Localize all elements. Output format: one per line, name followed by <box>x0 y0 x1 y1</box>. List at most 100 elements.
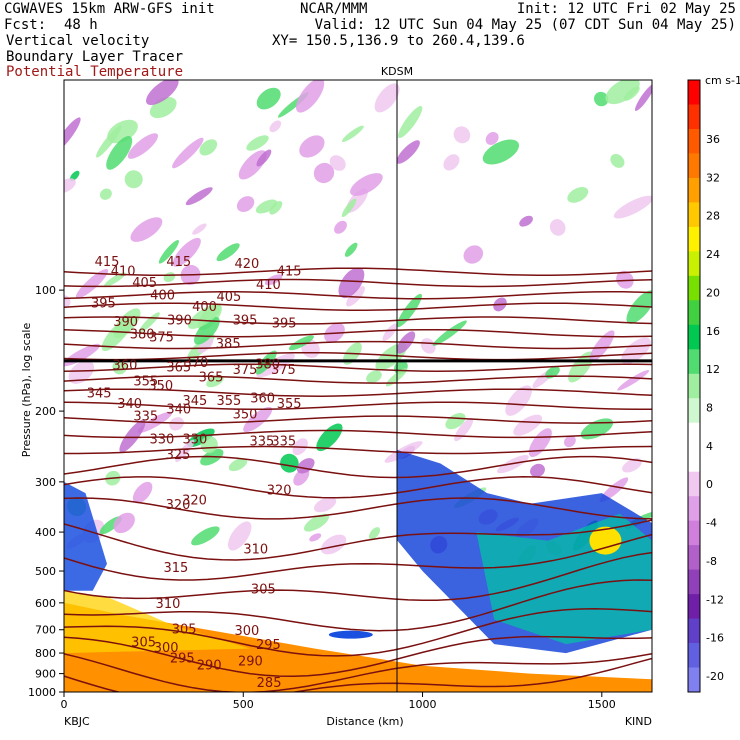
velocity-cell <box>191 526 220 546</box>
velocity-cell <box>172 137 204 169</box>
theta-label: 405 <box>132 276 157 291</box>
theta-contour <box>64 388 652 397</box>
velocity-cell <box>158 240 179 264</box>
theta-label: 330 <box>182 432 207 447</box>
theta-label: 285 <box>257 676 282 691</box>
theta-label: 300 <box>234 624 259 639</box>
velocity-cell <box>75 269 109 299</box>
velocity-cell <box>530 463 545 478</box>
velocity-cell <box>528 428 552 457</box>
theta-label: 335 <box>249 434 274 449</box>
velocity-cell <box>256 149 272 167</box>
velocity-cell <box>106 136 133 170</box>
axes: 0 500 1000 1500 100 200 300 400 500 600 700 800 900 1… <box>28 284 616 711</box>
theta-contour <box>64 375 652 384</box>
colorbar-swatch <box>688 349 700 375</box>
x-axis-label: Distance (km) <box>326 715 403 728</box>
theta-label: 395 <box>233 313 258 328</box>
y-tick-label: 200 <box>35 405 56 418</box>
colorbar-swatch <box>688 324 700 350</box>
theta-contour <box>64 635 652 678</box>
theta-label: 400 <box>192 300 217 315</box>
velocity-cell <box>396 140 420 164</box>
velocity-cell <box>187 304 221 329</box>
tracer-yellow-core <box>589 526 622 555</box>
x-tick-label: 1000 <box>409 698 437 711</box>
theta-label: 330 <box>149 432 174 447</box>
colorbar-swatch <box>688 520 700 546</box>
velocity-cell <box>192 223 207 235</box>
velocity-cell <box>313 162 335 184</box>
velocity-cell <box>185 187 213 206</box>
colorbar-swatch <box>688 447 700 473</box>
velocity-cell <box>599 477 629 502</box>
theta-contour <box>64 551 652 602</box>
theta-label: 340 <box>117 397 142 412</box>
theta-label: 410 <box>111 265 136 280</box>
field-boundary-layer-tracer: Boundary Layer Tracer <box>6 49 184 65</box>
velocity-cell <box>610 153 625 168</box>
theta-label: 310 <box>243 543 268 558</box>
theta-contour <box>64 291 652 300</box>
theta-label: 305 <box>172 623 197 638</box>
velocity-cell <box>635 83 652 111</box>
colorbar-frame <box>687 79 701 693</box>
theta-label: 420 <box>234 257 259 272</box>
velocity-cell <box>329 155 346 171</box>
theta-contour <box>64 533 652 581</box>
velocity-cell <box>299 135 325 158</box>
velocity-cell <box>172 237 201 267</box>
theta-label: 295 <box>170 652 195 667</box>
velocity-cell <box>580 418 614 440</box>
theta-label: 320 <box>267 483 292 498</box>
velocity-cell <box>246 135 269 151</box>
velocity-cell <box>216 243 240 262</box>
theta-label: 325 <box>166 448 191 463</box>
velocity-cell <box>132 481 153 504</box>
potential-temperature-contours <box>64 267 652 692</box>
x-tick-label: 0 <box>61 698 68 711</box>
colorbar-swatch <box>688 104 700 130</box>
velocity-cell <box>605 80 640 105</box>
theta-contour <box>64 608 652 657</box>
colorbar-label: 16 <box>706 325 720 338</box>
velocity-cell <box>112 359 127 375</box>
velocity-cell <box>396 293 422 328</box>
velocity-cell <box>69 170 80 181</box>
velocity-cell <box>197 337 214 354</box>
velocity-cell <box>623 86 640 101</box>
velocity-cell <box>194 316 220 345</box>
colorbar-label: 24 <box>706 248 720 261</box>
org-label: NCAR/MMM <box>300 1 368 17</box>
colorbar-label: -8 <box>706 555 717 568</box>
theta-contour <box>64 278 652 288</box>
colorbar-swatch <box>688 496 700 522</box>
velocity-cell <box>269 201 283 215</box>
velocity-cell <box>568 351 594 383</box>
colorbar-swatch <box>688 545 700 571</box>
velocity-cell <box>564 435 576 448</box>
velocity-cell <box>485 131 499 146</box>
velocity-cell <box>255 199 278 214</box>
y-tick-label: 1000 <box>28 686 56 699</box>
colorbar: 36 32 28 24 20 16 12 8 4 0 -4 -8 -12 -16 -20 cm s-1 <box>687 74 740 693</box>
theta-contour <box>64 340 652 350</box>
colorbar-swatch <box>688 80 700 105</box>
theta-label: 355 <box>277 397 302 412</box>
velocity-cell <box>594 91 609 107</box>
theta-label: 320 <box>166 498 191 513</box>
y-tick-label: 500 <box>35 565 56 578</box>
velocity-cell <box>146 80 179 106</box>
plot-frame <box>63 79 653 693</box>
velocity-cell <box>338 267 365 299</box>
colorbar-swatch <box>688 422 700 448</box>
velocity-cell <box>621 337 651 365</box>
velocity-cell <box>119 419 146 453</box>
colorbar-label: 28 <box>706 210 720 223</box>
colorbar-swatch <box>688 618 700 644</box>
velocity-cell <box>99 188 112 200</box>
colorbar-swatch <box>688 129 700 154</box>
theta-label: 405 <box>217 290 242 305</box>
velocity-cell <box>567 187 589 203</box>
boundary-layer-tracer <box>64 450 652 692</box>
